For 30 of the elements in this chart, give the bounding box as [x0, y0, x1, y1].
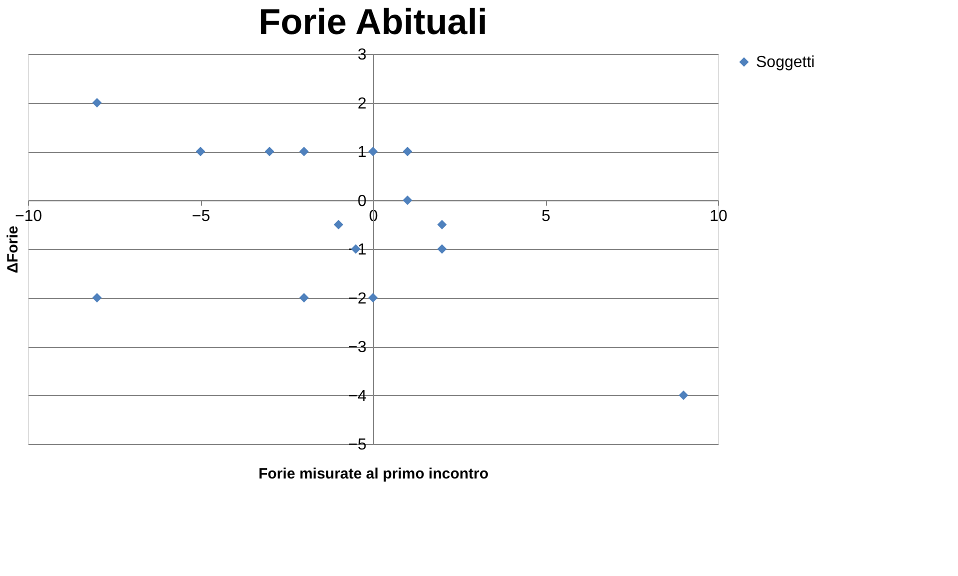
point [334, 220, 344, 230]
x-tick-label: 10 [710, 208, 728, 225]
legend-label: Soggetti [756, 54, 815, 71]
point [92, 98, 102, 108]
point [678, 390, 688, 400]
point [196, 146, 206, 156]
x-tick-label: −10 [14, 208, 42, 225]
y-tick-label: −2 [348, 290, 367, 308]
point [368, 146, 378, 156]
y-tick-label: 1 [358, 144, 367, 161]
x-axis-title: Forie misurate al primo incontro [258, 466, 489, 482]
x-tick-label: 5 [542, 208, 551, 225]
y-axis-title: ΔForie [4, 226, 22, 274]
y-tick-label: 2 [358, 95, 367, 112]
y-tick-label: 3 [358, 46, 367, 64]
point [264, 146, 274, 156]
point [368, 293, 378, 302]
x-tick-label: −5 [192, 208, 210, 225]
y-tick-label: −3 [348, 339, 367, 356]
y-tick-label: −4 [348, 388, 367, 405]
point [437, 244, 447, 254]
y-tick-label: 0 [358, 192, 367, 210]
point [299, 146, 309, 156]
chart-title: Forie Abituali [258, 1, 488, 42]
point [402, 146, 412, 156]
point [402, 196, 412, 205]
point [437, 220, 447, 230]
y-tick-label: −5 [348, 436, 367, 454]
point [92, 293, 102, 302]
point [299, 293, 309, 302]
